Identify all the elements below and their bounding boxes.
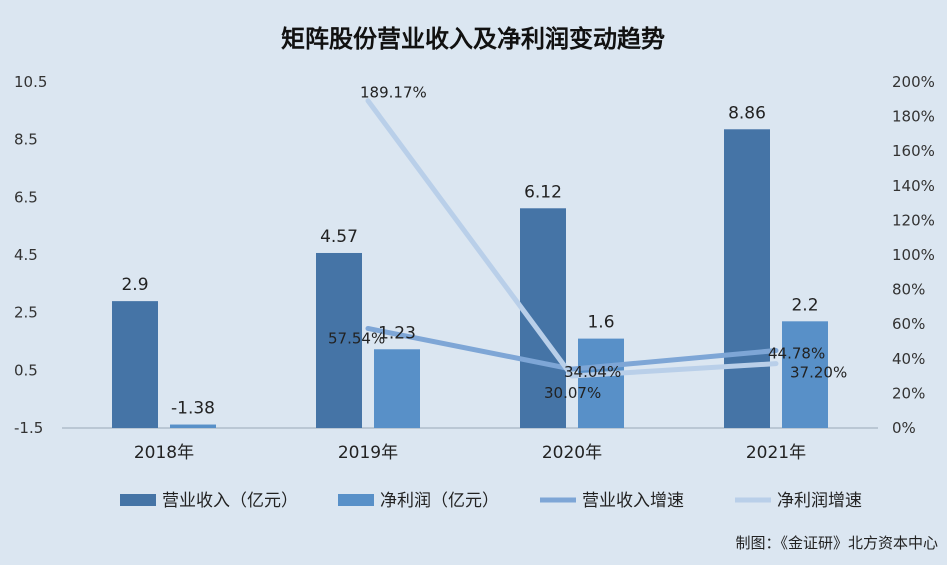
bars-layer: [112, 129, 828, 428]
legend-label: 净利润（亿元）: [380, 491, 499, 511]
line-series: [365, 325, 779, 372]
bar: [316, 252, 362, 428]
y-left-tick-label: -1.5: [14, 419, 43, 437]
bar: [112, 301, 158, 428]
y-right-tick-label: 100%: [892, 246, 935, 264]
legend-label: 营业收入增速: [582, 491, 684, 511]
y-right-tick-label: 200%: [892, 73, 935, 91]
bar-data-label: 4.57: [320, 227, 358, 247]
bar: [374, 349, 420, 428]
bar-data-label: 2.2: [791, 295, 818, 315]
y-right-tick-label: 80%: [892, 281, 925, 299]
bar-data-label: 1.23: [378, 323, 416, 343]
bar-data-label: -1.38: [171, 399, 215, 419]
bar: [170, 424, 216, 428]
bar-data-label: 8.86: [728, 103, 766, 123]
legend-label: 净利润增速: [777, 491, 862, 511]
x-tick-label: 2020年: [542, 443, 602, 463]
bar: [724, 129, 770, 428]
bar-data-label: 6.12: [524, 182, 562, 202]
bar-data-label: 2.9: [121, 275, 148, 295]
y-right-tick-label: 180%: [892, 108, 935, 126]
y-left-tick-label: 2.5: [14, 304, 38, 322]
y-right-tick-label: 60%: [892, 315, 925, 333]
y-left-tick-label: 10.5: [14, 73, 47, 91]
lines-layer: [365, 98, 779, 379]
bar: [782, 321, 828, 428]
line-data-label: 37.20%: [790, 364, 847, 382]
y-right-tick-label: 20%: [892, 384, 925, 402]
y-left-tick-label: 0.5: [14, 361, 38, 379]
line-series: [365, 98, 779, 379]
y-right-tick-label: 120%: [892, 211, 935, 229]
legend-label: 营业收入（亿元）: [162, 491, 298, 511]
x-tick-label: 2021年: [746, 443, 806, 463]
line-data-label: 44.78%: [768, 345, 825, 363]
axes-layer: 10.5 8.5 6.5 4.5 2.5 0.5 -1.5 200% 180% 160% 140% 1…: [14, 73, 935, 463]
line-data-label: 34.04%: [564, 363, 621, 381]
y-right-tick-label: 0%: [892, 419, 916, 437]
legend-swatch: [120, 494, 156, 506]
line-data-label: 30.07%: [544, 384, 601, 402]
y-left-tick-label: 8.5: [14, 131, 38, 149]
line-data-label: 57.54%: [328, 329, 385, 347]
bar-data-label: 1.6: [587, 313, 614, 333]
chart-title: 矩阵股份营业收入及净利润变动趋势: [281, 25, 665, 53]
y-right-tick-label: 40%: [892, 350, 925, 368]
y-right-tick-label: 160%: [892, 142, 935, 160]
legend: 营业收入（亿元） 净利润（亿元） 营业收入增速 净利润增速: [120, 491, 862, 511]
line-data-label: 189.17%: [360, 84, 427, 102]
y-left-tick-label: 6.5: [14, 188, 38, 206]
bar: [578, 338, 624, 428]
y-left-tick-label: 4.5: [14, 246, 38, 264]
x-tick-label: 2019年: [338, 443, 398, 463]
data-labels-layer: 2.9 4.57 6.12 8.86 -1.38 1.23 1.6 2.2 57.54% 34.0…: [121, 84, 847, 419]
x-tick-label: 2018年: [134, 443, 194, 463]
source-note: 制图：《金证研》北方资本中心: [735, 534, 938, 552]
y-right-tick-label: 140%: [892, 177, 935, 195]
legend-swatch: [338, 494, 374, 506]
